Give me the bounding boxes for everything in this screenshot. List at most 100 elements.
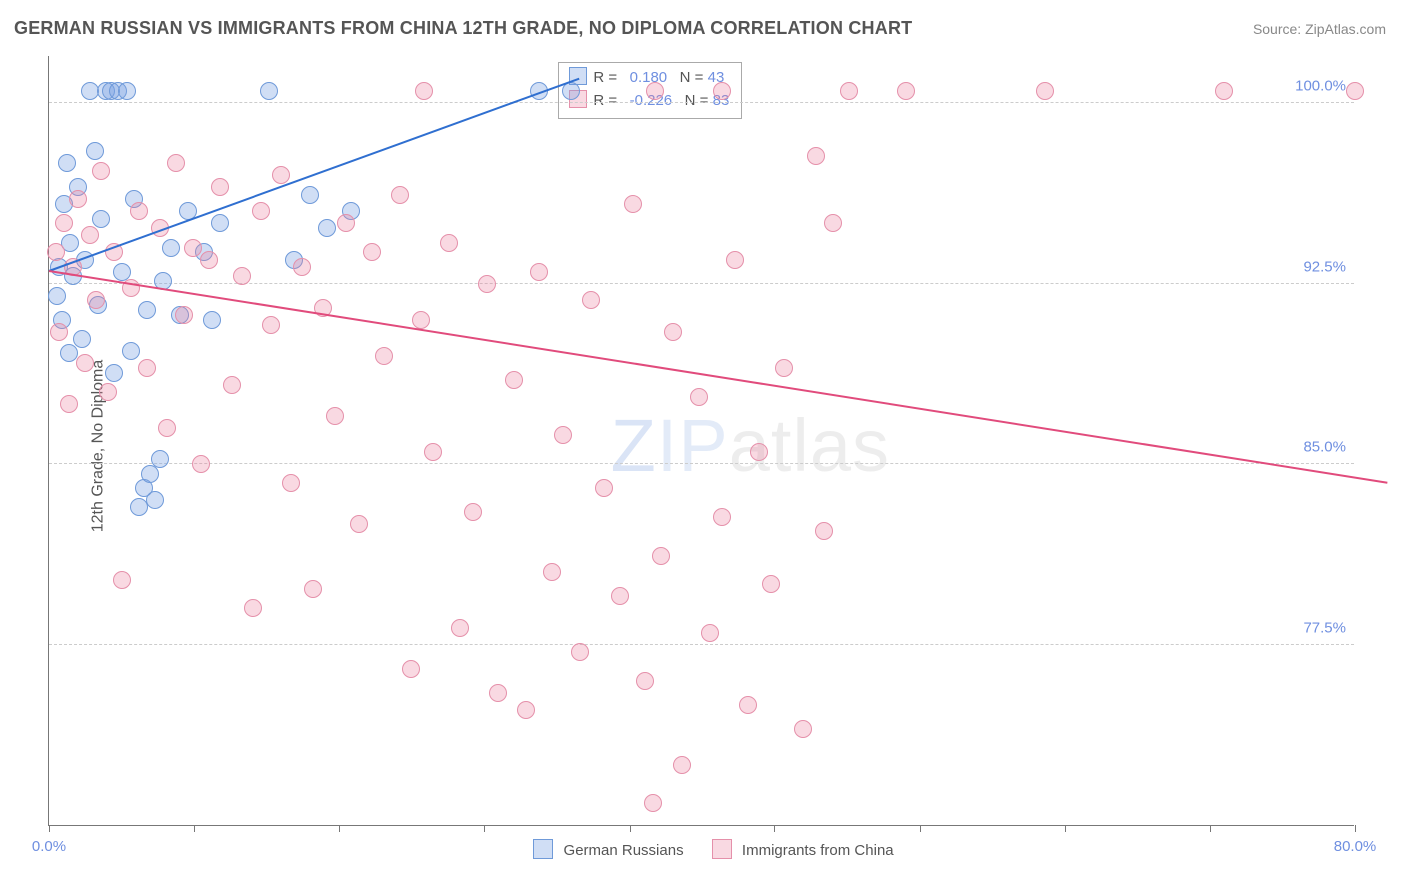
legend-swatch-1 [712,839,732,859]
data-point [391,186,409,204]
data-point [762,575,780,593]
data-point [897,82,915,100]
data-point [113,263,131,281]
data-point [200,251,218,269]
data-point [272,166,290,184]
data-point [713,508,731,526]
data-point [87,291,105,309]
x-tick [49,825,50,832]
data-point [412,311,430,329]
data-point [60,395,78,413]
scatter-chart: ZIPatlas R = 0.180 N = 43R = -0.226 N = … [48,56,1354,826]
data-point [81,82,99,100]
data-point [47,243,65,261]
data-point [76,354,94,372]
x-tick [1210,825,1211,832]
data-point [440,234,458,252]
data-point [50,323,68,341]
data-point [244,599,262,617]
data-point [571,643,589,661]
data-point [260,82,278,100]
x-tick [630,825,631,832]
data-point [646,82,664,100]
data-point [99,383,117,401]
data-point [1346,82,1364,100]
data-point [478,275,496,293]
gridline [49,463,1354,464]
x-tick [339,825,340,832]
data-point [301,186,319,204]
legend-label-0: German Russians [564,842,684,859]
data-point [350,515,368,533]
data-point [652,547,670,565]
data-point [326,407,344,425]
data-point [58,154,76,172]
data-point [726,251,744,269]
data-point [105,364,123,382]
data-point [211,178,229,196]
data-point [304,580,322,598]
data-point [701,624,719,642]
data-point [113,571,131,589]
bottom-legend: German Russians Immigrants from China [49,839,1354,859]
data-point [517,701,535,719]
trend-line [49,270,1388,484]
data-point [375,347,393,365]
data-point [807,147,825,165]
data-point [252,202,270,220]
data-point [184,239,202,257]
data-point [624,195,642,213]
data-point [130,498,148,516]
data-point [840,82,858,100]
data-point [582,291,600,309]
data-point [122,342,140,360]
data-point [690,388,708,406]
data-point [489,684,507,702]
data-point [282,474,300,492]
y-tick-label: 77.5% [1303,619,1346,636]
data-point [175,306,193,324]
data-point [92,162,110,180]
data-point [211,214,229,232]
data-point [775,359,793,377]
trend-line [49,77,580,271]
data-point [739,696,757,714]
data-point [363,243,381,261]
data-point [48,287,66,305]
x-tick [1355,825,1356,832]
data-point [530,263,548,281]
data-point [451,619,469,637]
x-tick-label: 80.0% [1334,838,1377,855]
x-tick [194,825,195,832]
watermark-ip: IP [657,404,729,487]
data-point [402,660,420,678]
data-point [636,672,654,690]
data-point [1036,82,1054,100]
data-point [664,323,682,341]
x-tick [1065,825,1066,832]
data-point [337,214,355,232]
data-point [543,563,561,581]
y-tick-label: 100.0% [1295,78,1346,95]
data-point [318,219,336,237]
data-point [673,756,691,774]
x-tick-label: 0.0% [32,838,66,855]
data-point [92,210,110,228]
data-point [233,267,251,285]
data-point [192,455,210,473]
watermark: ZIPatlas [611,403,890,488]
data-point [505,371,523,389]
data-point [138,359,156,377]
data-point [824,214,842,232]
data-point [713,82,731,100]
x-tick [920,825,921,832]
y-tick-label: 85.0% [1303,439,1346,456]
data-point [203,311,221,329]
data-point [158,419,176,437]
source-label: Source: ZipAtlas.com [1253,21,1386,37]
data-point [424,443,442,461]
data-point [262,316,280,334]
data-point [464,503,482,521]
x-tick [774,825,775,832]
data-point [69,190,87,208]
